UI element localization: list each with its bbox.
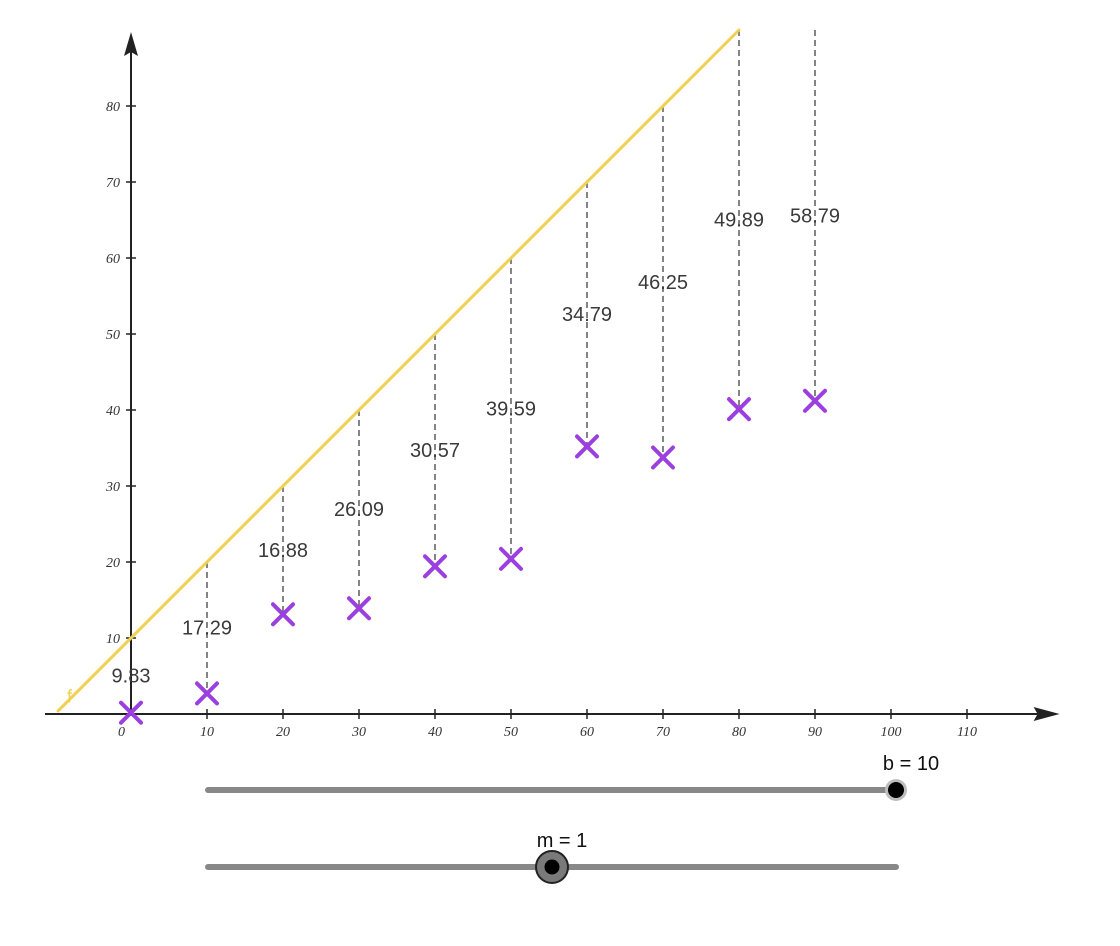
data-point-stroke — [195, 681, 219, 706]
residual-label: 49.89 — [714, 210, 764, 232]
data-point-stroke — [499, 546, 523, 571]
data-point[interactable] — [727, 397, 751, 422]
x-tick-label: 100 — [881, 725, 902, 740]
data-point[interactable] — [347, 596, 371, 621]
y-tick-label: 20 — [106, 556, 120, 571]
data-point-stroke — [119, 700, 143, 725]
y-tick-label: 50 — [106, 328, 120, 343]
sliders[interactable]: b = 10 m = 1 — [205, 753, 939, 884]
data-point-stroke — [423, 554, 447, 579]
line-f[interactable] — [56, 28, 741, 713]
x-tick-label: 60 — [580, 725, 594, 740]
x-tick-label: 20 — [276, 725, 290, 740]
data-point[interactable] — [651, 445, 675, 470]
x-tick-label: 40 — [428, 725, 442, 740]
slider-handle[interactable] — [544, 859, 560, 875]
data-point[interactable] — [423, 554, 447, 579]
data-point-stroke — [803, 388, 827, 413]
y-tick-label: 60 — [106, 252, 120, 267]
function-line-f[interactable]: f — [56, 28, 741, 713]
y-axis-arrow — [124, 32, 138, 56]
axes: 0 10 20 30 40 50 60 70 80 90 100 110 10 20 30 40 50 60 70 8… — [45, 32, 1060, 740]
slider-handle[interactable] — [888, 782, 904, 798]
data-point[interactable] — [575, 434, 599, 459]
residual-label: 58.79 — [790, 205, 840, 227]
x-tick-label: 0 — [118, 725, 125, 740]
x-tick-label: 10 — [200, 725, 214, 740]
x-tick-label: 30 — [351, 725, 366, 740]
slider-caption: b = 10 — [883, 753, 939, 775]
x-tick-label: 110 — [957, 725, 977, 740]
data-point-stroke — [727, 397, 751, 422]
data-point[interactable] — [499, 546, 523, 571]
residual-lines — [206, 30, 816, 694]
slider-m[interactable]: m = 1 — [205, 830, 899, 884]
data-point[interactable] — [271, 602, 295, 627]
data-points[interactable] — [119, 388, 827, 725]
data-point-stroke — [651, 445, 675, 470]
x-tick-label: 50 — [504, 725, 518, 740]
x-tick-label: 70 — [656, 725, 670, 740]
x-tick-label: 90 — [808, 725, 822, 740]
residual-label: 16.88 — [258, 540, 308, 562]
y-tick-label: 40 — [106, 404, 120, 419]
x-tick-label: 80 — [732, 725, 746, 740]
residual-label: 17.29 — [182, 618, 232, 640]
residual-labels: 9.83 17.29 16.88 26.09 30.57 39.59 34.79 46.25 4… — [112, 205, 841, 687]
slider-b[interactable]: b = 10 — [205, 753, 939, 801]
data-point-stroke — [575, 434, 599, 459]
y-tick-label: 10 — [106, 632, 120, 647]
residual-label: 30.57 — [410, 440, 460, 462]
y-tick-label: 80 — [106, 100, 120, 115]
residual-label: 26.09 — [334, 499, 384, 521]
line-f-label: f — [67, 686, 73, 706]
data-point-stroke — [347, 596, 371, 621]
y-tick-label: 70 — [106, 176, 120, 191]
residual-label: 9.83 — [112, 665, 151, 687]
x-axis-arrow — [1033, 707, 1060, 721]
residual-label: 46.25 — [638, 272, 688, 294]
data-point[interactable] — [195, 681, 219, 706]
data-point-stroke — [271, 602, 295, 627]
residual-label: 34.79 — [562, 304, 612, 326]
y-tick-label: 30 — [105, 480, 120, 495]
data-point[interactable] — [119, 700, 143, 725]
data-point[interactable] — [803, 388, 827, 413]
slider-caption: m = 1 — [537, 830, 588, 852]
residual-label: 39.59 — [486, 398, 536, 420]
